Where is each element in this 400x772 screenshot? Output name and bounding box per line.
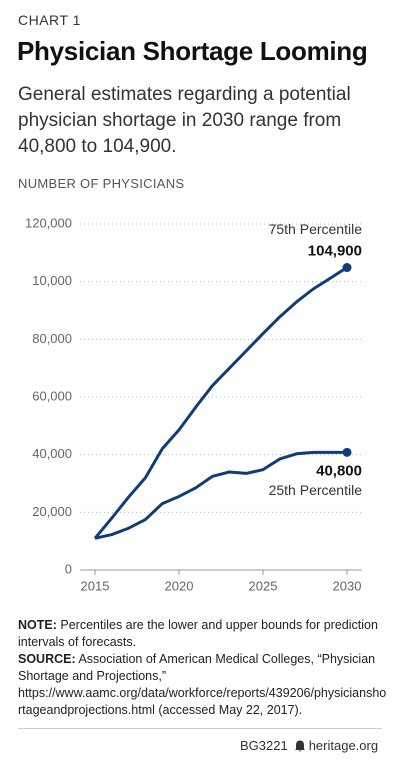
footer-site: heritage.org [308,738,379,753]
chart-title: Physician Shortage Looming [17,36,368,66]
y-axis-label: NUMBER OF PHYSICIANS [18,176,185,191]
subtitle: General estimates regarding a potential … [18,84,351,157]
note-text: Percentiles are the lower and upper boun… [18,618,378,649]
x-tick-label: 2015 [81,578,110,593]
series-line [94,450,347,540]
y-tick-label: 20,000 [32,504,72,519]
y-tick-label: 0 [65,561,72,576]
value-label: 40,800 [316,462,362,479]
y-tick-label: 60,000 [32,388,72,403]
source-text: Association of American Medical Colleges… [18,652,387,717]
series-line [93,266,348,540]
kicker: CHART 1 [18,12,81,28]
note-label: NOTE: [18,618,57,632]
source: SOURCE: Association of American Medical … [18,651,390,719]
y-tick-label: 40,000 [32,446,72,461]
x-tick-label: 2020 [165,578,194,593]
bell-icon [294,740,305,752]
end-point [342,447,352,457]
value-label: 104,900 [308,243,362,260]
x-tick-label: 2030 [333,578,362,593]
chart: 0 20,000 40,000 60,000 80,000 10,000 120,000 20… [25,215,363,593]
note: NOTE: Percentiles are the lower and uppe… [18,617,390,651]
y-tick-label: 80,000 [32,331,72,346]
footer-code: BG3221 [240,738,288,753]
end-point [342,263,352,273]
notes: NOTE: Percentiles are the lower and uppe… [18,617,390,719]
y-tick-label: 120,000 [25,215,72,230]
series-label: 25th Percentile [269,482,363,498]
footer: BG3221 heritage.org [240,738,378,753]
y-tick-label: 10,000 [32,273,72,288]
x-tick-label: 2025 [249,578,278,593]
divider [18,728,382,729]
series-label: 75th Percentile [269,221,363,237]
source-label: SOURCE: [18,652,76,666]
